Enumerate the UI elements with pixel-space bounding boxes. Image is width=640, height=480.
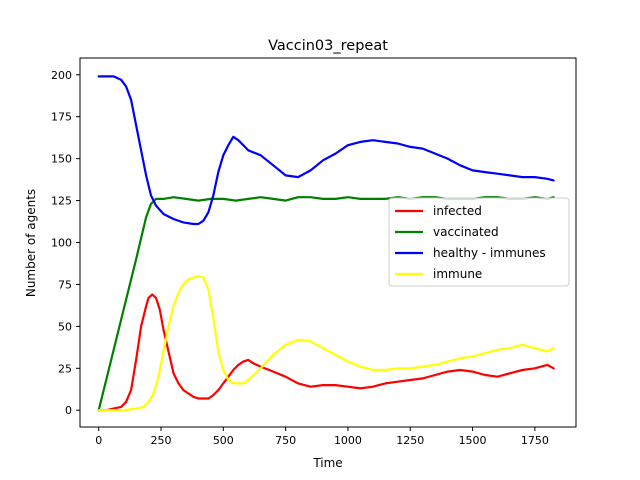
- x-axis-label: Time: [312, 456, 342, 470]
- legend-label-3: healthy - immunes: [433, 246, 546, 260]
- x-tick-label: 750: [275, 434, 296, 447]
- legend-label-2: vaccinated: [433, 225, 499, 239]
- x-tick-label: 0: [95, 434, 102, 447]
- legend: infected vaccinated healthy - immunes immun…: [388, 197, 570, 287]
- x-tick-label: 1500: [459, 434, 487, 447]
- y-tick-label: 100: [51, 237, 72, 250]
- legend-box: [388, 197, 570, 287]
- y-axis-label: Number of agents: [24, 189, 38, 297]
- y-tick-label: 75: [58, 278, 72, 291]
- x-tick-label: 1000: [334, 434, 362, 447]
- plot-area: [97, 75, 555, 412]
- chart-title: Vaccin03_repeat: [268, 38, 388, 54]
- x-tick-label: 1250: [396, 434, 424, 447]
- y-tick-label: 200: [51, 69, 72, 82]
- series-line-3: [97, 75, 555, 226]
- y-tick-label: 50: [58, 320, 72, 333]
- x-tick-label: 500: [213, 434, 234, 447]
- legend-label-1: infected: [433, 204, 482, 218]
- x-tick-label: 1750: [521, 434, 549, 447]
- y-tick-label: 25: [58, 362, 72, 375]
- y-tick-label: 0: [65, 404, 72, 417]
- y-tick-label: 150: [51, 153, 72, 166]
- axes: 0 250 500 750 1000 1250 1500 1750 0 25 50 75 100 125 1…: [51, 57, 577, 447]
- legend-label-4: immune: [433, 267, 482, 281]
- series-line-4: [97, 274, 555, 412]
- y-tick-label: 175: [51, 111, 72, 124]
- series-line-1: [97, 293, 555, 412]
- x-tick-label: 250: [151, 434, 172, 447]
- y-tick-label: 125: [51, 195, 72, 208]
